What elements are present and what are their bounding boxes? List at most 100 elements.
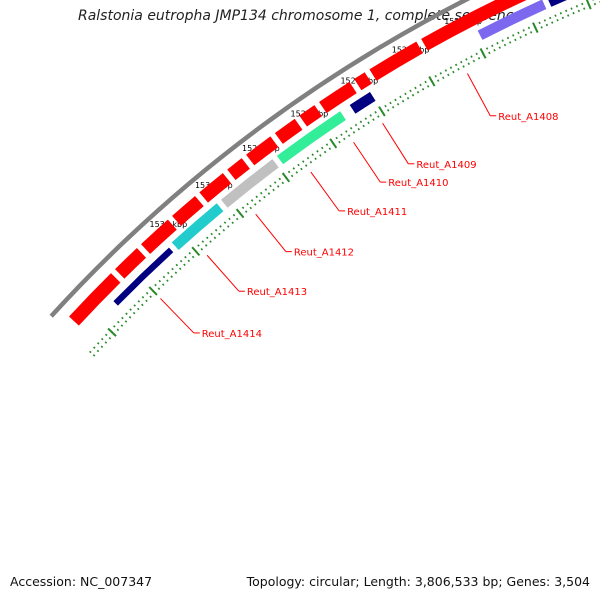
inner-minor-tick bbox=[493, 49, 496, 52]
minor-tick bbox=[522, 29, 525, 32]
inner-minor-tick bbox=[352, 131, 356, 134]
minor-tick bbox=[354, 123, 358, 127]
inner-major-tick bbox=[534, 26, 539, 34]
minor-tick bbox=[475, 52, 478, 56]
minor-tick bbox=[549, 16, 552, 20]
reverse-gene-cyan bbox=[171, 203, 224, 251]
inner-minor-tick bbox=[136, 307, 140, 311]
gene-leader-line bbox=[353, 141, 381, 183]
gene-leader-line bbox=[310, 171, 340, 212]
inner-minor-tick bbox=[357, 127, 361, 131]
inner-minor-tick bbox=[477, 57, 481, 60]
minor-tick bbox=[559, 12, 562, 15]
minor-tick bbox=[133, 304, 136, 307]
inner-major-tick bbox=[332, 142, 338, 149]
inner-minor-tick bbox=[545, 23, 549, 27]
minor-tick bbox=[125, 312, 128, 316]
inner-minor-tick bbox=[300, 167, 303, 171]
forward-gene bbox=[227, 158, 250, 181]
inner-minor-tick bbox=[304, 164, 308, 167]
inner-minor-tick bbox=[295, 171, 299, 174]
inner-minor-tick bbox=[498, 46, 501, 49]
minor-tick bbox=[465, 58, 468, 61]
forward-gene bbox=[299, 105, 323, 127]
reverse-gene-dark bbox=[349, 91, 376, 114]
inner-minor-tick bbox=[132, 311, 136, 315]
forward-gene bbox=[421, 0, 527, 51]
minor-tick bbox=[162, 275, 166, 279]
inner-minor-tick bbox=[323, 150, 327, 154]
inner-minor-tick bbox=[406, 96, 410, 100]
minor-tick bbox=[527, 26, 531, 30]
inner-minor-tick bbox=[540, 26, 543, 29]
minor-tick bbox=[264, 188, 268, 191]
inner-minor-tick bbox=[367, 121, 370, 125]
inner-minor-tick bbox=[124, 320, 128, 323]
inner-minor-tick bbox=[551, 21, 554, 24]
reverse-gene-dark bbox=[113, 247, 174, 306]
inner-minor-tick bbox=[174, 271, 178, 274]
reverse-gene-dark bbox=[548, 0, 567, 7]
minor-tick bbox=[214, 228, 218, 232]
minor-tick bbox=[501, 39, 504, 42]
minor-tick bbox=[349, 126, 353, 130]
minor-tick bbox=[512, 34, 515, 37]
minor-tick bbox=[543, 19, 547, 22]
inner-major-tick bbox=[481, 52, 487, 59]
inner-minor-tick bbox=[254, 203, 257, 206]
inner-minor-tick bbox=[218, 232, 221, 236]
inner-minor-tick bbox=[161, 283, 165, 286]
backbone-arc bbox=[49, 0, 471, 318]
inner-minor-tick bbox=[145, 299, 148, 303]
minor-tick bbox=[89, 350, 92, 354]
inner-minor-tick bbox=[567, 14, 570, 17]
inner-minor-tick bbox=[258, 199, 262, 203]
inner-minor-tick bbox=[213, 236, 217, 240]
minor-tick bbox=[434, 74, 437, 78]
inner-minor-tick bbox=[276, 185, 280, 188]
inner-minor-tick bbox=[442, 76, 445, 79]
inner-minor-tick bbox=[235, 217, 239, 221]
forward-gene bbox=[171, 195, 204, 227]
inner-minor-tick bbox=[377, 115, 380, 118]
chromosome-backbone bbox=[49, 0, 471, 318]
minor-tick bbox=[491, 44, 494, 48]
minor-tick bbox=[292, 167, 296, 170]
inner-minor-tick bbox=[290, 174, 294, 178]
inner-minor-tick bbox=[222, 228, 226, 232]
inner-minor-tick bbox=[472, 59, 476, 63]
gene-label: Reut_A1412 bbox=[294, 248, 354, 259]
minor-tick bbox=[399, 95, 402, 99]
minor-tick bbox=[175, 263, 179, 267]
inner-minor-tick bbox=[170, 275, 173, 278]
topology-text: Topology: circular; Length: 3,806,533 bp… bbox=[246, 574, 590, 589]
inner-minor-tick bbox=[166, 279, 169, 282]
inner-minor-tick bbox=[416, 90, 420, 94]
inner-major-tick bbox=[587, 3, 592, 10]
minor-tick bbox=[250, 199, 254, 202]
map-title: Ralstonia eutropha JMP134 chromosome 1, … bbox=[77, 8, 522, 24]
minor-tick bbox=[260, 191, 263, 195]
inner-minor-tick bbox=[514, 38, 517, 42]
minor-tick bbox=[517, 31, 520, 35]
scale-ticks: 1522 kbp1523 kbp1524 kbp1525 kbp1526 kbp… bbox=[89, 0, 600, 357]
gene-leader-line bbox=[255, 213, 287, 252]
forward-gene bbox=[68, 272, 121, 326]
inner-minor-tick bbox=[503, 43, 507, 47]
minor-tick bbox=[113, 325, 116, 328]
forward-gene bbox=[354, 72, 372, 91]
forward-gene bbox=[246, 136, 279, 166]
inner-minor-tick bbox=[391, 105, 395, 109]
minor-tick bbox=[223, 221, 227, 224]
minor-tick bbox=[470, 55, 473, 58]
minor-tick bbox=[538, 21, 541, 25]
minor-tick bbox=[570, 7, 573, 10]
minor-tick bbox=[439, 72, 442, 75]
minor-tick bbox=[100, 337, 104, 341]
forward-gene bbox=[140, 219, 177, 255]
minor-tick bbox=[241, 206, 245, 210]
inner-minor-tick bbox=[272, 188, 275, 192]
gene-labels: Reut_A1408 Reut_A1409 Reut_A1410 Reut_A1411… bbox=[160, 73, 558, 340]
minor-tick bbox=[269, 184, 272, 188]
